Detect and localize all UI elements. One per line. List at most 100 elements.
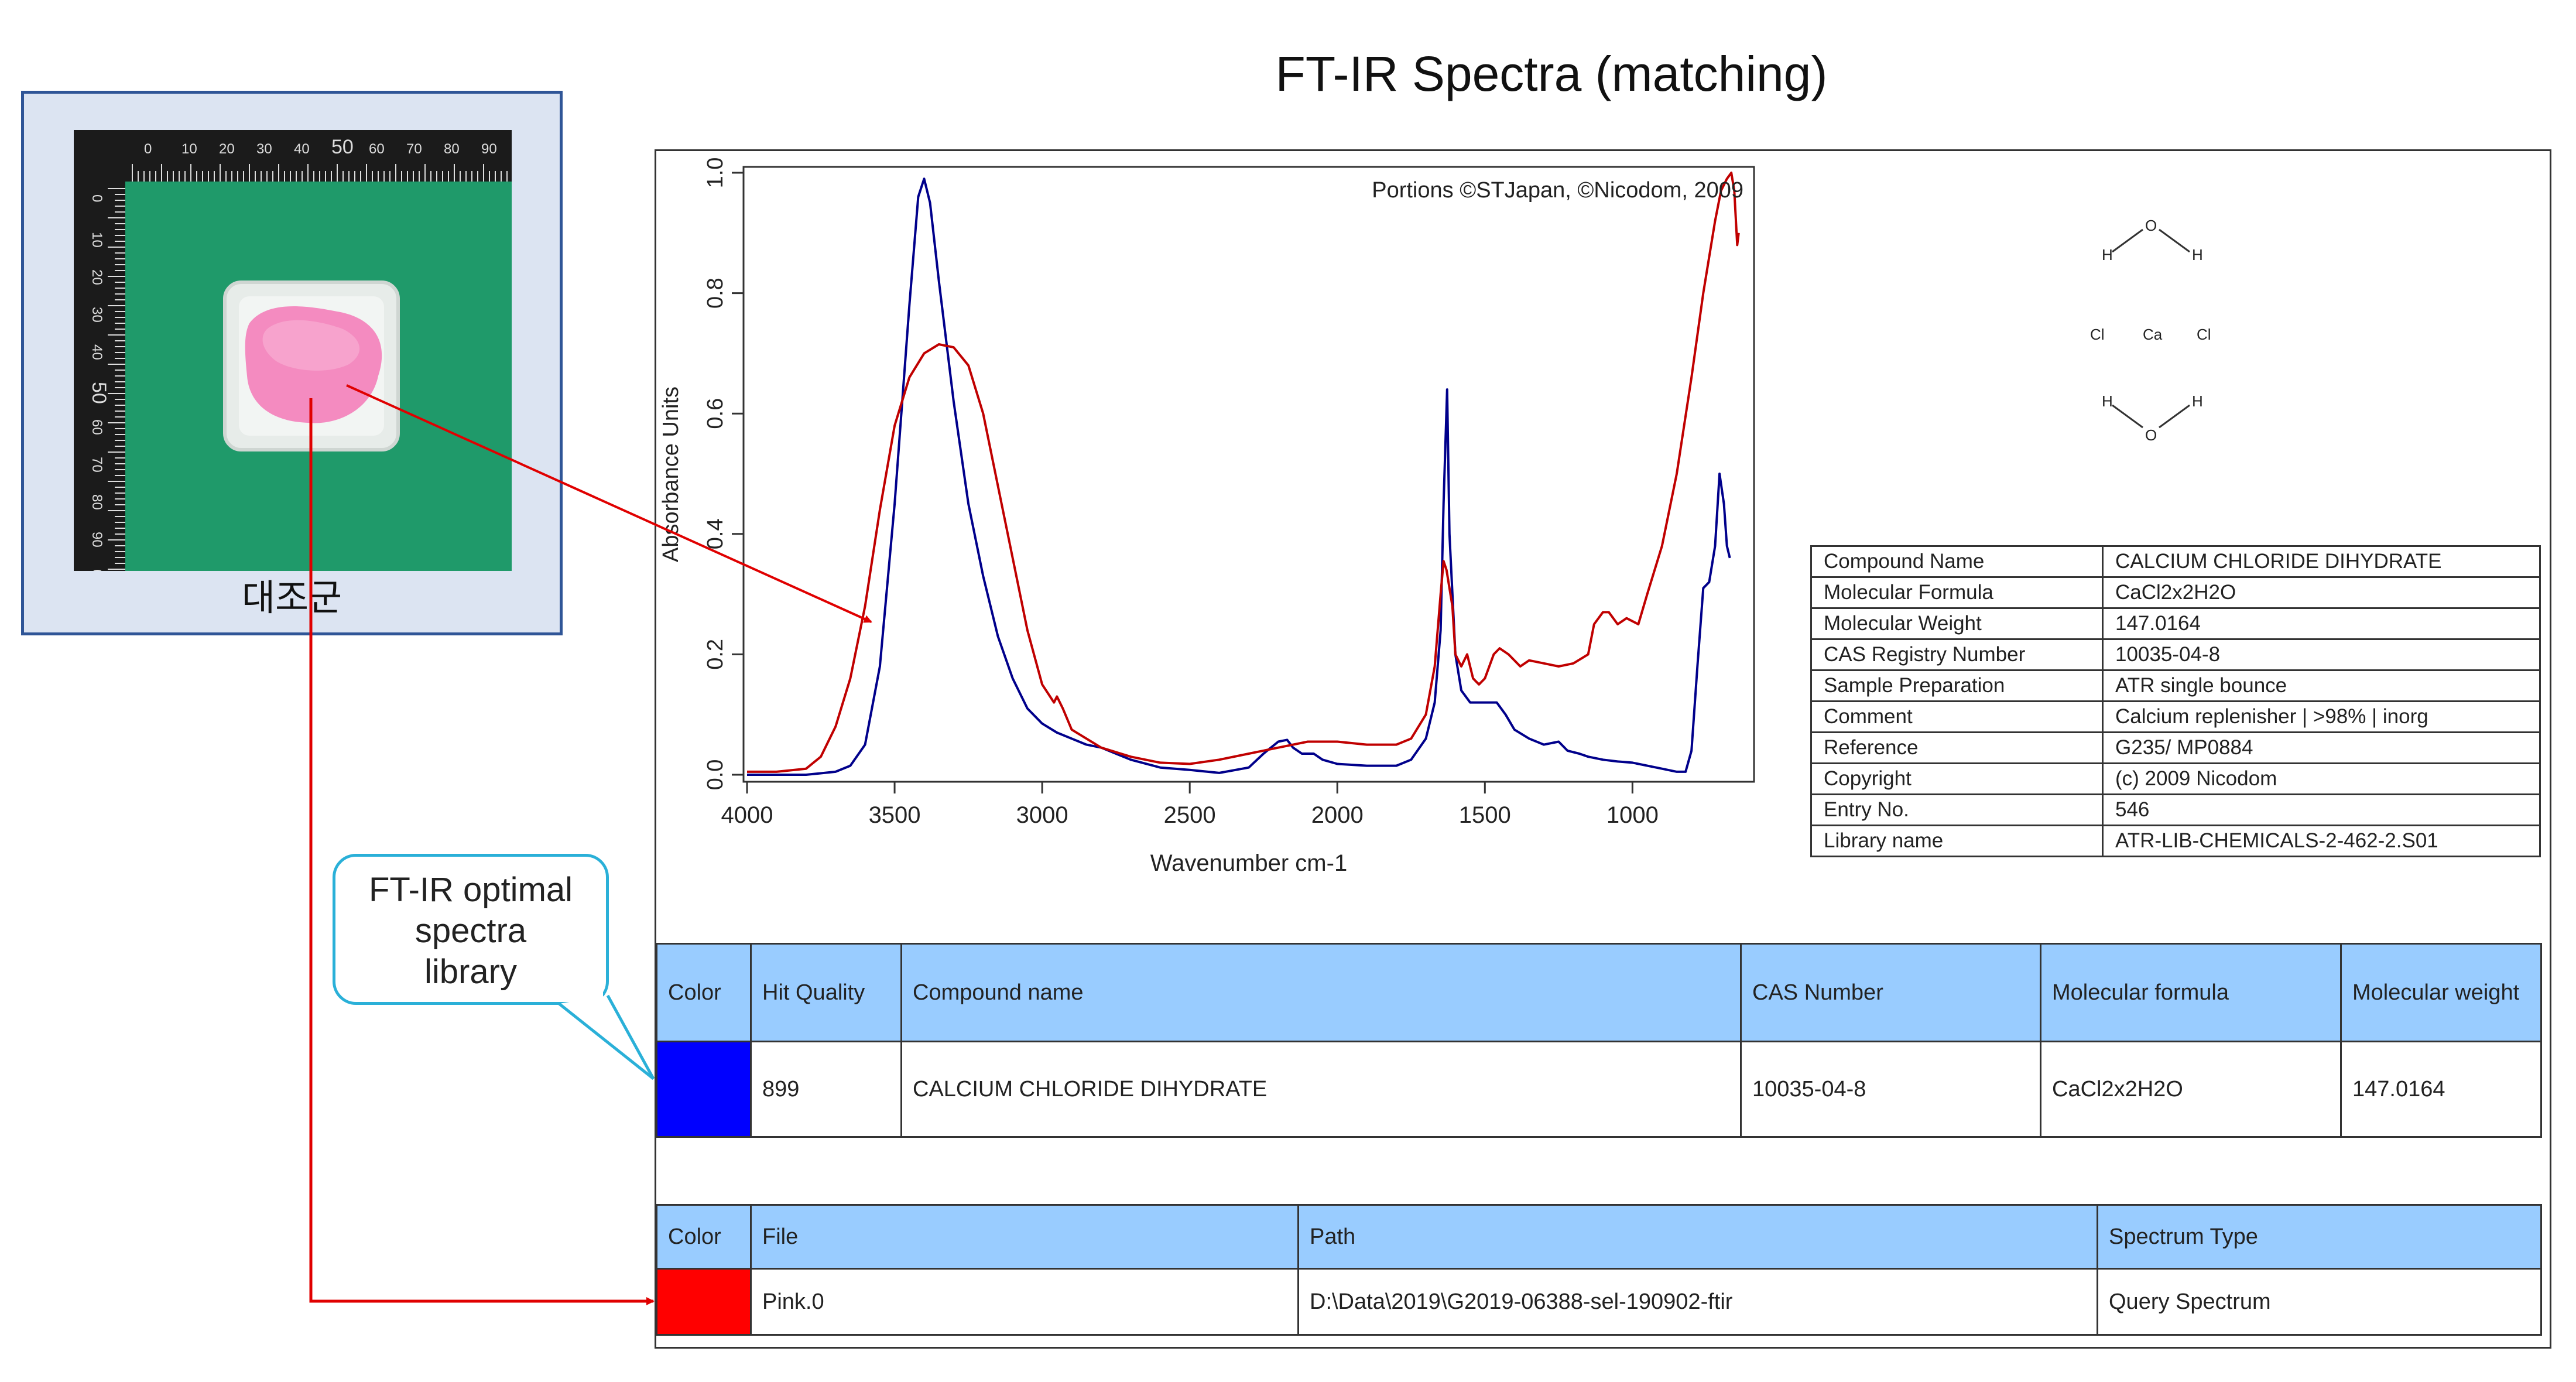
info-value: G235/ MP0884 bbox=[2102, 731, 2541, 764]
chart-annotation: Portions ©STJapan, ©Nicodom, 2009 bbox=[1372, 178, 1743, 203]
ruler-side-label: 70 bbox=[89, 457, 105, 473]
cell-file: Pink.0 bbox=[750, 1268, 1299, 1336]
info-row: Compound Name CALCIUM CHLORIDE DIHYDRATE bbox=[1810, 545, 2541, 578]
info-value: ATR single bounce bbox=[2102, 669, 2541, 702]
info-key: Copyright bbox=[1810, 762, 2104, 795]
molecule-structure: H O H Cl Ca Cl H O H bbox=[2090, 217, 2211, 444]
x-tick-label: 2000 bbox=[1311, 802, 1364, 828]
page-title: FT-IR Spectra (matching) bbox=[1275, 46, 1828, 101]
info-row: Comment Calcium replenisher | >98% | inor… bbox=[1810, 700, 2541, 733]
hit-list-table: Color Hit Quality Compound name CAS Numb… bbox=[656, 943, 2542, 1138]
y-axis-label: Absorbance Units bbox=[659, 386, 683, 562]
ruler-top-label: 10 bbox=[181, 141, 197, 157]
x-tick-label: 1500 bbox=[1459, 802, 1511, 828]
library-spectrum-line bbox=[747, 177, 1731, 776]
info-row: Molecular Formula CaCl2x2H2O bbox=[1810, 576, 2541, 609]
table-row[interactable]: 899 CALCIUM CHLORIDE DIHYDRATE 10035-04-… bbox=[656, 1041, 2542, 1138]
cell-spectrum-type: Query Spectrum bbox=[2097, 1268, 2542, 1336]
info-row: CAS Registry Number 10035-04-8 bbox=[1810, 638, 2541, 671]
atom-h: H bbox=[2192, 392, 2203, 410]
library-callout: FT-IR optimal spectra library bbox=[333, 854, 609, 1005]
atom-ca: Ca bbox=[2143, 326, 2163, 343]
ruler-top-label: 50 bbox=[331, 136, 354, 158]
ruler-top-label: 80 bbox=[444, 141, 460, 157]
info-key: Compound Name bbox=[1810, 545, 2104, 578]
ruler-side-label: 60 bbox=[89, 419, 105, 435]
ruler-top: 010203040506070809010 bbox=[132, 136, 508, 182]
header-molecular-formula: Molecular formula bbox=[2040, 943, 2342, 1042]
info-value: CALCIUM CHLORIDE DIHYDRATE bbox=[2102, 545, 2541, 578]
ruler-side-label: 30 bbox=[89, 307, 105, 323]
cell-molecular-weight: 147.0164 bbox=[2340, 1041, 2542, 1138]
plot-area bbox=[742, 166, 1755, 783]
ruler-top-label: 40 bbox=[294, 141, 310, 157]
color-swatch-blue bbox=[656, 1041, 752, 1138]
photo-caption: 대조군 bbox=[241, 578, 342, 618]
y-tick-label: 1.0 bbox=[703, 158, 728, 189]
callout-line-3: library bbox=[424, 953, 517, 991]
atom-o: O bbox=[2145, 217, 2157, 234]
header-color: Color bbox=[656, 1204, 752, 1270]
header-molecular-weight: Molecular weight bbox=[2340, 943, 2542, 1042]
info-row: Reference G235/ MP0884 bbox=[1810, 731, 2541, 764]
callout-line-1: FT-IR optimal bbox=[368, 871, 573, 909]
cell-molecular-formula: CaCl2x2H2O bbox=[2040, 1041, 2342, 1138]
header-cas-number: CAS Number bbox=[1740, 943, 2041, 1042]
header-path: Path bbox=[1297, 1204, 2098, 1270]
atom-h: H bbox=[2192, 246, 2203, 264]
info-row: Molecular Weight 147.0164 bbox=[1810, 607, 2541, 640]
ruler-side: 0 10 20 30 40 50 60 70 80 90 00 bbox=[88, 188, 125, 571]
atom-o: O bbox=[2145, 426, 2157, 444]
x-tick-label: 3000 bbox=[1016, 802, 1068, 828]
ruler-top-label: 90 bbox=[481, 141, 497, 157]
header-spectrum-type: Spectrum Type bbox=[2097, 1204, 2542, 1270]
x-tick-label: 3500 bbox=[869, 802, 921, 828]
info-row: Library name ATR-LIB-CHEMICALS-2-462-2.S0… bbox=[1810, 825, 2541, 857]
ruler-top-label: 60 bbox=[369, 141, 385, 157]
ruler-side-label: 80 bbox=[89, 494, 105, 510]
table-row[interactable]: Pink.0 D:\Data\2019\G2019-06388-sel-1909… bbox=[656, 1268, 2542, 1336]
header-color: Color bbox=[656, 943, 752, 1042]
file-table-header: Color File Path Spectrum Type bbox=[656, 1204, 2542, 1270]
ruler-side-label: 20 bbox=[89, 269, 105, 285]
info-row: Sample Preparation ATR single bounce bbox=[1810, 669, 2541, 702]
callout-tail bbox=[558, 994, 655, 1080]
color-swatch-red bbox=[656, 1268, 752, 1336]
y-tick-label: 0.0 bbox=[703, 760, 728, 791]
info-key: Entry No. bbox=[1810, 793, 2104, 826]
info-value: Calcium replenisher | >98% | inorg bbox=[2102, 700, 2541, 733]
header-hit-quality: Hit Quality bbox=[750, 943, 902, 1042]
ruler-side-label: 00 bbox=[89, 569, 105, 571]
y-tick-label: 0.6 bbox=[703, 398, 728, 429]
info-value: 147.0164 bbox=[2102, 607, 2541, 640]
x-tick-label: 2500 bbox=[1164, 802, 1216, 828]
info-row: Copyright (c) 2009 Nicodom bbox=[1810, 762, 2541, 795]
callout-line-2: spectra bbox=[415, 912, 527, 950]
query-file-table: Color File Path Spectrum Type Pink.0 D:\… bbox=[656, 1204, 2542, 1336]
ruler-side-label: 40 bbox=[89, 344, 105, 360]
spectrum-chart: 0.0 0.2 0.4 0.6 0.8 1.0 4000 3500 3000 2500 2000 1… bbox=[659, 158, 1755, 876]
x-tick-label: 4000 bbox=[721, 802, 773, 828]
compound-info-table: Compound Name CALCIUM CHLORIDE DIHYDRATE M… bbox=[1810, 545, 2541, 857]
info-value: CaCl2x2H2O bbox=[2102, 576, 2541, 609]
ruler-top-label: 30 bbox=[256, 141, 272, 157]
atom-h: H bbox=[2102, 246, 2113, 264]
ruler-side-label: 50 bbox=[88, 382, 110, 404]
ruler-side-label: 90 bbox=[89, 532, 105, 548]
ruler-side-label: 10 bbox=[89, 232, 105, 248]
info-key: Reference bbox=[1810, 731, 2104, 764]
cell-hit-quality: 899 bbox=[750, 1041, 902, 1138]
info-value: (c) 2009 Nicodom bbox=[2102, 762, 2541, 795]
atom-h: H bbox=[2102, 392, 2113, 410]
info-key: CAS Registry Number bbox=[1810, 638, 2104, 671]
ruler-top-label: 0 bbox=[144, 141, 152, 157]
y-tick-label: 0.2 bbox=[703, 639, 728, 670]
ruler-top-label: 70 bbox=[406, 141, 422, 157]
sample-photo: 0 10 20 30 40 50 60 70 80 90 10 0 10 20 30 40 50 60 70 80 9… bbox=[74, 130, 512, 571]
header-compound-name: Compound name bbox=[900, 943, 1742, 1042]
info-value: 10035-04-8 bbox=[2102, 638, 2541, 671]
cell-path: D:\Data\2019\G2019-06388-sel-190902-ftir bbox=[1297, 1268, 2098, 1336]
info-value: 546 bbox=[2102, 793, 2541, 826]
x-axis-label: Wavenumber cm-1 bbox=[1150, 850, 1347, 876]
info-key: Sample Preparation bbox=[1810, 669, 2104, 702]
